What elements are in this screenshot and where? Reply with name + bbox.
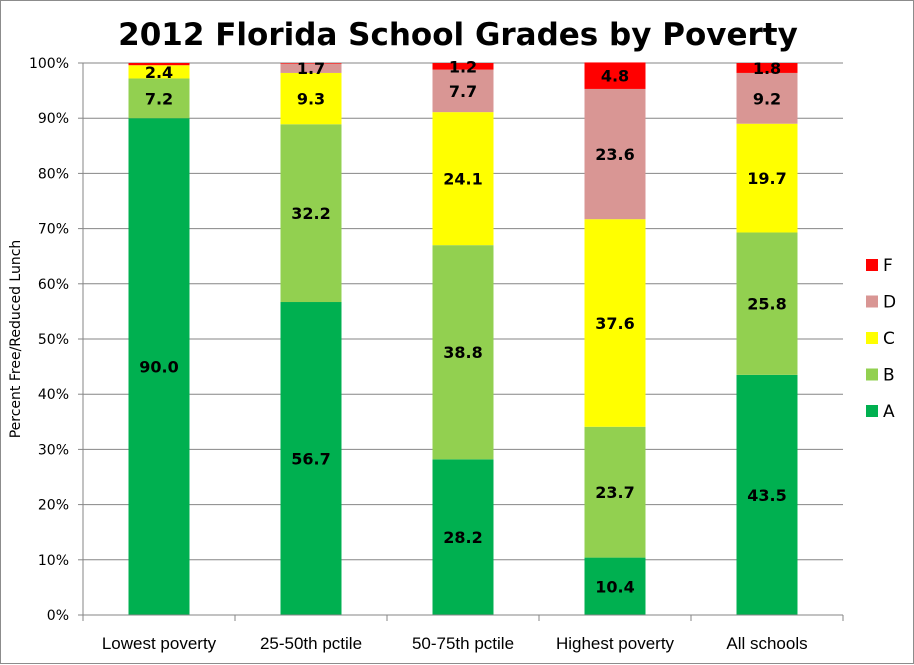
y-tick-label: 20% bbox=[38, 498, 69, 514]
bar-segment-c bbox=[128, 65, 190, 79]
bar-segment-c bbox=[584, 219, 646, 427]
legend-label-d: D bbox=[883, 293, 896, 313]
x-tick-label: Lowest poverty bbox=[102, 634, 217, 653]
data-label: 1.7 bbox=[297, 59, 325, 78]
bar-segment-b bbox=[432, 245, 494, 460]
bar-segment-a bbox=[432, 459, 494, 615]
bar-segment-c bbox=[432, 112, 494, 246]
legend-swatch-b bbox=[866, 368, 878, 381]
data-label: 56.7 bbox=[291, 450, 330, 469]
bar-segment-d bbox=[584, 88, 646, 220]
y-tick-label: 0% bbox=[47, 608, 69, 624]
y-tick-label: 10% bbox=[38, 553, 69, 569]
y-tick-label: 60% bbox=[38, 277, 69, 293]
x-tick-label: All schools bbox=[726, 634, 807, 653]
data-label: 9.2 bbox=[753, 89, 781, 108]
bar-segment-f bbox=[280, 63, 342, 64]
bar-segment-f bbox=[432, 63, 494, 70]
bar-segment-b bbox=[280, 124, 342, 303]
x-tick-label: 50-75th pctile bbox=[412, 634, 514, 653]
legend-label-f: F bbox=[883, 256, 893, 276]
y-tick-label: 40% bbox=[38, 387, 69, 403]
data-label: 10.4 bbox=[595, 577, 634, 596]
bar-segment-a bbox=[584, 557, 646, 615]
data-label: 23.6 bbox=[595, 145, 634, 164]
data-label: 9.3 bbox=[297, 90, 325, 109]
x-tick-label: Highest poverty bbox=[556, 634, 675, 653]
data-label: 24.1 bbox=[443, 170, 482, 189]
legend-swatch-f bbox=[866, 259, 878, 271]
data-label: 37.6 bbox=[595, 314, 634, 333]
data-label: 1.8 bbox=[753, 59, 781, 78]
chart-title: 2012 Florida School Grades by Poverty bbox=[118, 17, 798, 53]
bar-segment-b bbox=[128, 78, 190, 119]
y-tick-label: 90% bbox=[38, 111, 69, 127]
y-tick-label: 50% bbox=[38, 332, 69, 348]
bar-segment-f bbox=[128, 63, 190, 66]
legend-swatch-d bbox=[866, 295, 878, 308]
legend-label-a: A bbox=[883, 402, 895, 422]
data-label: 7.7 bbox=[449, 82, 477, 101]
bar-segment-d bbox=[432, 69, 494, 113]
bar-segment-b bbox=[584, 426, 646, 558]
y-tick-label: 100% bbox=[29, 56, 69, 72]
y-axis: 0% 10% 20% 30% 40% 50% 60% 70% 80% 90% 100% bbox=[29, 56, 84, 624]
data-label: 19.7 bbox=[747, 169, 786, 188]
data-label: 38.8 bbox=[443, 343, 482, 362]
bar-segment-d bbox=[280, 63, 342, 73]
bar-segment-a bbox=[736, 374, 798, 615]
bar-segment-c bbox=[736, 123, 798, 233]
data-labels: 90.0 7.2 2.4 56.7 32.2 9.3 1.7 28.2 38.8 24.1 7.7 1… bbox=[139, 57, 786, 596]
bar-segment-a bbox=[128, 118, 190, 615]
bar-segment-f bbox=[736, 63, 798, 73]
data-label: 90.0 bbox=[139, 358, 178, 377]
data-label: 7.2 bbox=[145, 89, 173, 108]
legend-swatch-a bbox=[866, 405, 878, 417]
data-label: 2.4 bbox=[145, 63, 173, 82]
bars bbox=[128, 62, 798, 615]
bar-segment-a bbox=[280, 302, 342, 615]
data-label: 43.5 bbox=[747, 486, 786, 505]
legend-swatch-c bbox=[866, 332, 878, 344]
bar-segment-c bbox=[280, 72, 342, 125]
data-label: 25.8 bbox=[747, 295, 786, 314]
bar-segment-f bbox=[584, 62, 646, 89]
y-tick-label: 30% bbox=[38, 442, 69, 458]
bar-segment-d bbox=[736, 72, 798, 124]
data-label: 4.8 bbox=[601, 67, 629, 86]
bar-segment-b bbox=[736, 232, 798, 375]
legend-label-c: C bbox=[883, 329, 895, 349]
data-label: 32.2 bbox=[291, 204, 330, 223]
y-tick-label: 70% bbox=[38, 222, 69, 238]
data-label: 28.2 bbox=[443, 528, 482, 547]
y-tick-label: 80% bbox=[38, 166, 69, 182]
legend-label-b: B bbox=[883, 366, 895, 386]
y-axis-label: Percent Free/Reduced Lunch bbox=[8, 240, 24, 439]
data-label: 1.2 bbox=[449, 57, 477, 76]
x-axis: Lowest poverty 25-50th pctile 50-75th pcti… bbox=[82, 614, 844, 653]
x-tick-label: 25-50th pctile bbox=[260, 634, 362, 653]
data-label: 23.7 bbox=[595, 483, 634, 502]
